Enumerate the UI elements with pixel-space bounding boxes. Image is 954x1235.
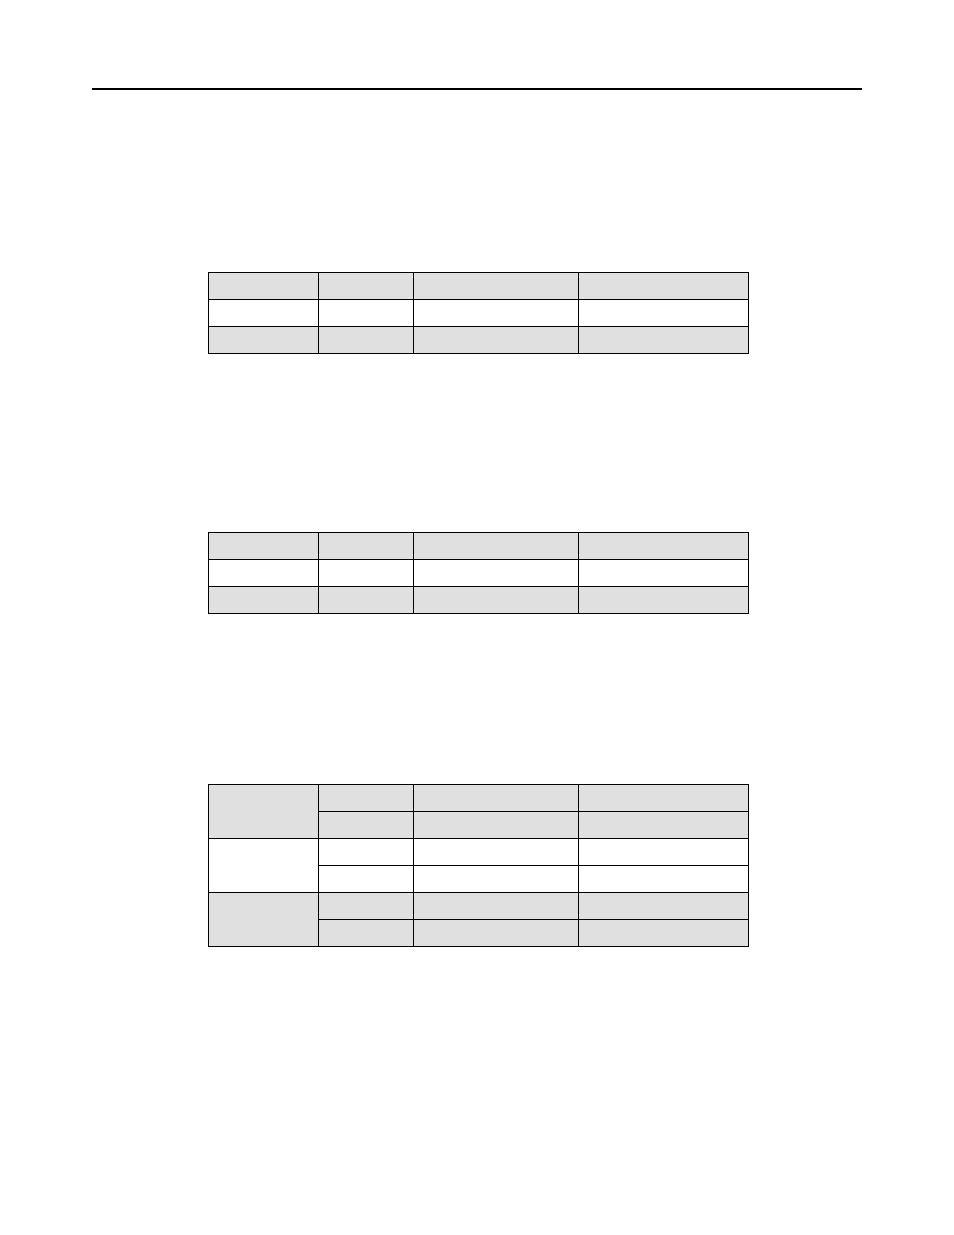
table-3 (208, 784, 749, 947)
table-row (209, 893, 749, 920)
cell (209, 587, 319, 614)
cell (209, 839, 319, 893)
cell (579, 839, 749, 866)
cell (414, 920, 579, 947)
cell (414, 893, 579, 920)
cell (414, 785, 579, 812)
cell (414, 533, 579, 560)
cell (579, 300, 749, 327)
cell (579, 560, 749, 587)
cell (414, 839, 579, 866)
table-row (209, 839, 749, 866)
table-1 (208, 272, 749, 354)
table-row (209, 785, 749, 812)
table-row (209, 560, 749, 587)
cell (579, 327, 749, 354)
cell (414, 300, 579, 327)
cell (319, 327, 414, 354)
cell (414, 273, 579, 300)
cell (579, 587, 749, 614)
cell (319, 273, 414, 300)
cell (579, 920, 749, 947)
cell (319, 560, 414, 587)
header-rule (92, 88, 862, 90)
cell (209, 893, 319, 947)
cell (414, 327, 579, 354)
cell (209, 785, 319, 839)
cell (414, 866, 579, 893)
cell (414, 560, 579, 587)
cell (319, 812, 414, 839)
cell (414, 587, 579, 614)
cell (209, 533, 319, 560)
table-row (209, 300, 749, 327)
table-row (209, 273, 749, 300)
cell (319, 839, 414, 866)
cell (579, 533, 749, 560)
table-row (209, 533, 749, 560)
cell (209, 327, 319, 354)
cell (319, 587, 414, 614)
cell (579, 273, 749, 300)
cell (319, 920, 414, 947)
cell (319, 785, 414, 812)
cell (209, 300, 319, 327)
cell (319, 300, 414, 327)
cell (319, 866, 414, 893)
cell (209, 273, 319, 300)
table-row (209, 587, 749, 614)
cell (319, 533, 414, 560)
table-row (209, 327, 749, 354)
cell (579, 785, 749, 812)
cell (319, 893, 414, 920)
table-2 (208, 532, 749, 614)
cell (579, 812, 749, 839)
cell (579, 893, 749, 920)
cell (209, 560, 319, 587)
cell (579, 866, 749, 893)
cell (414, 812, 579, 839)
